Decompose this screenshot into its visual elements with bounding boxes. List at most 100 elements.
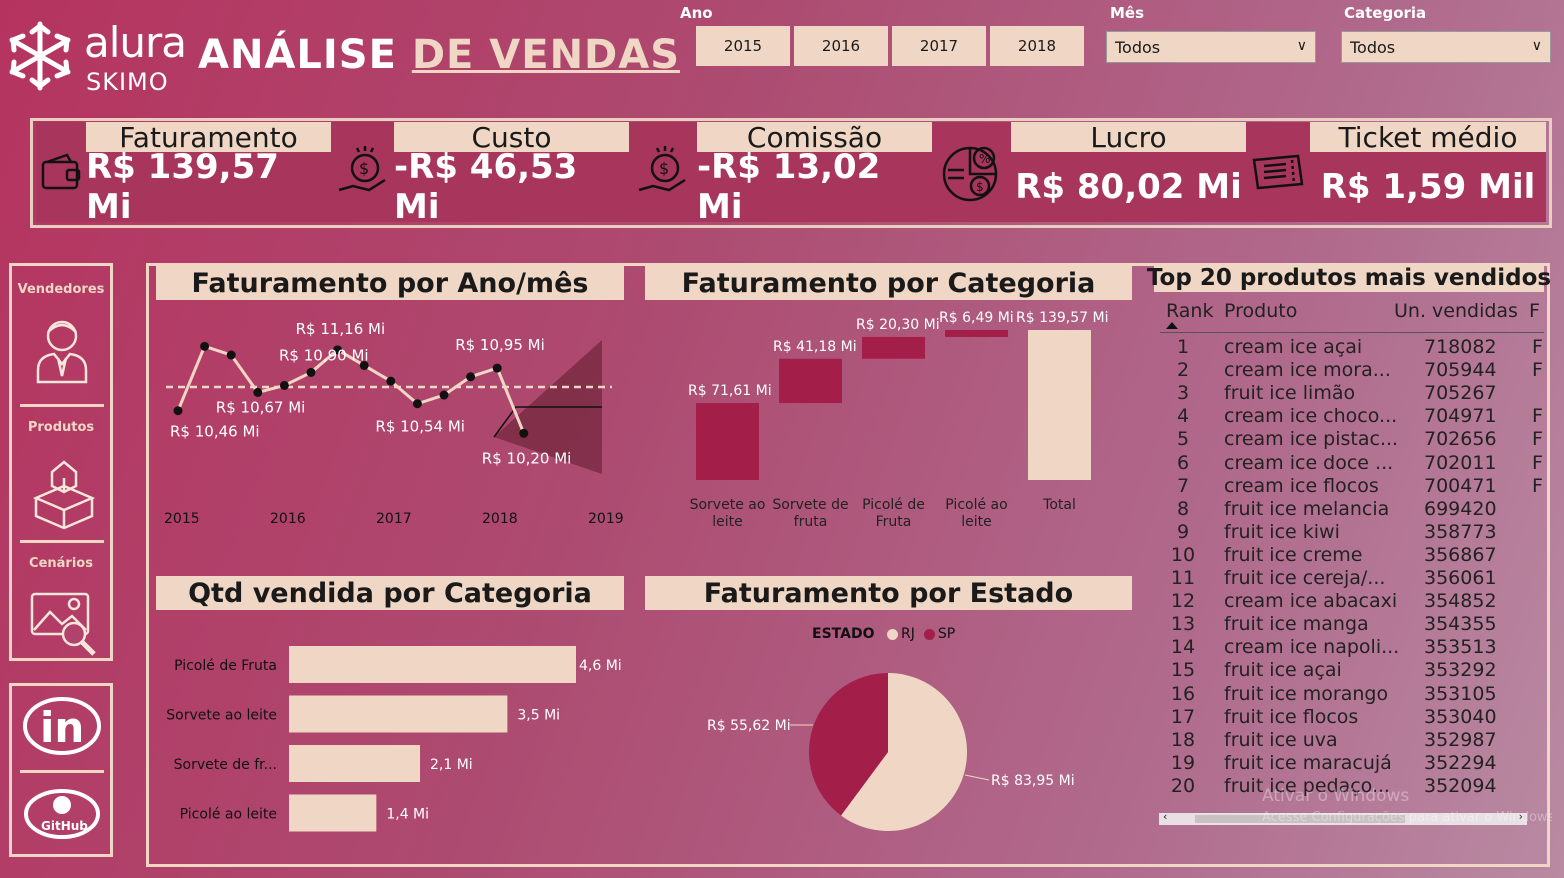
box-icon [32,460,96,530]
legend-rj-dot [887,628,898,640]
waterfall-category-label: leite [712,514,743,530]
year-2018-button[interactable]: 2018 [990,26,1084,66]
table-cell-rank: 8 [1176,497,1190,520]
waterfall-bar[interactable] [1028,330,1091,480]
table-cell-unidades: 705267 [1424,382,1497,405]
table-cell-rank: 9 [1176,520,1190,543]
line-data-label: R$ 10,54 Mi [375,418,465,436]
table-cell-f [1532,567,1544,590]
table-cell-produto: fruit ice melancia [1224,497,1390,520]
year-2017-button[interactable]: 2017 [892,26,986,66]
table-cell-f [1532,729,1544,752]
hbar-data-label: 2,1 Mi [430,757,473,773]
svg-text:in: in [40,703,84,752]
table-cell-unidades: 354852 [1424,590,1497,613]
table-header-produto[interactable]: Produto [1224,300,1298,322]
hbar-bar[interactable] [289,794,377,832]
table-cell-f [1532,544,1544,567]
table-header-unidades[interactable]: Un. vendidas [1394,300,1518,322]
waterfall-bar[interactable] [862,336,925,359]
pie-legend: RJ SP [887,626,955,642]
year-2015-button[interactable]: 2015 [696,26,790,66]
image-search-icon [30,592,96,656]
table-cell-rank: 1 [1176,336,1190,358]
table-cell-unidades: 352094 [1424,774,1497,797]
snowflake-icon [9,21,71,91]
table-cell-f [1532,752,1544,775]
pie-slice-rj[interactable] [840,673,967,831]
waterfall-data-label: R$ 139,57 Mi [1016,310,1109,326]
scroll-right-icon[interactable]: › [1518,810,1523,823]
line-series [176,344,526,434]
line-point[interactable] [519,428,529,438]
mes-dropdown[interactable]: Todos ∨ [1106,31,1316,63]
table-cell-produto: fruit ice limão [1224,382,1356,405]
categoria-dropdown[interactable]: Todos ∨ [1341,31,1551,63]
table-cell-unidades: 354355 [1424,613,1497,636]
pie-slice-sp[interactable] [809,673,888,816]
svg-text:%: % [979,152,990,166]
line-point[interactable] [359,360,369,370]
line-point[interactable] [279,380,289,390]
table-header-f[interactable]: F [1529,300,1540,322]
waterfall-bar[interactable] [696,403,759,480]
linkedin-icon: in [23,697,101,755]
waterfall-bar[interactable] [779,358,842,404]
line-point[interactable] [173,406,183,416]
waterfall-data-label: R$ 20,30 Mi [856,317,940,333]
table-cell-f: F [1532,336,1543,358]
table-cell-rank: 4 [1176,405,1190,428]
line-data-label: R$ 10,90 Mi [279,346,369,364]
page-title: ANÁLISE DE VENDAS [198,32,681,78]
line-point[interactable] [466,372,476,382]
github-icon: GitHub [24,789,100,839]
line-point[interactable] [253,387,263,397]
x-tick-label: 2018 [482,511,518,527]
table-cell-f [1532,521,1544,544]
watermark-line1: Ativar o Windows [1262,786,1410,806]
x-tick-label: 2017 [376,511,412,527]
nav-vendedores-button[interactable] [34,314,90,388]
github-link[interactable]: GitHub [24,788,100,844]
nav-divider [20,770,104,773]
hbar-bar[interactable] [289,646,576,683]
svg-text:$: $ [359,159,369,178]
waterfall-bar[interactable] [945,329,1008,337]
nav-produtos-label: Produtos [27,420,95,435]
categoria-value: Todos [1350,37,1396,57]
kpi-lucro-label: Lucro [1011,121,1246,154]
table-cell-produto: fruit ice kiwi [1224,520,1340,543]
hbar-bar[interactable] [289,745,421,782]
hbar-category-label: Picolé de Fruta [174,658,277,674]
nav-cenarios-button[interactable] [28,588,100,662]
line-point[interactable] [200,341,210,351]
table-cell-produto: fruit ice pedaço... [1224,774,1391,797]
line-point[interactable] [226,350,236,360]
table-cell-unidades: 352294 [1424,751,1497,774]
line-point[interactable] [306,367,316,377]
legend-rj: RJ [901,626,915,642]
table-cell-f: F [1532,474,1543,497]
table-cell-f: F [1532,405,1543,428]
scroll-left-icon[interactable]: ‹ [1163,810,1168,823]
table-hscrollbar[interactable]: ‹ › [1159,810,1527,825]
line-point[interactable] [386,376,396,386]
table-cell-f [1532,636,1544,659]
nav-produtos-button[interactable] [32,458,96,534]
line-point[interactable] [492,363,502,373]
waterfall-category-label: Sorvete ao [690,497,766,513]
kpi-comissao-label: Comissão [697,121,932,154]
year-2016-button[interactable]: 2016 [794,26,888,66]
hbar-data-label: 3,5 Mi [517,708,560,724]
hbar-bar[interactable] [289,695,508,733]
line-point[interactable] [412,399,422,409]
table-cell-rank: 14 [1170,636,1196,659]
line-point[interactable] [333,345,343,355]
table-cell-produto: cream ice napoli... [1224,636,1400,659]
x-tick-label: 2015 [164,511,200,527]
linkedin-link[interactable]: in [22,696,102,760]
table-header-rank[interactable]: Rank [1166,300,1214,322]
scroll-thumb[interactable] [1195,815,1405,823]
line-point[interactable] [439,390,449,400]
